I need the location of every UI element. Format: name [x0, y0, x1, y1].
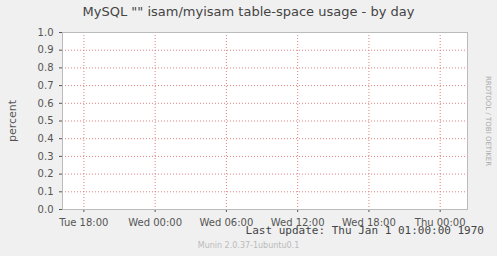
svg-text:Tue 18:00: Tue 18:00	[58, 217, 108, 228]
svg-text:0.8: 0.8	[38, 62, 54, 73]
svg-text:0.9: 0.9	[38, 44, 54, 55]
svg-text:0.2: 0.2	[38, 168, 54, 179]
svg-text:0.4: 0.4	[38, 133, 54, 144]
svg-text:0.1: 0.1	[38, 186, 54, 197]
svg-text:0.6: 0.6	[38, 98, 54, 109]
svg-text:Wed 00:00: Wed 00:00	[128, 217, 182, 228]
svg-text:0.3: 0.3	[38, 151, 54, 162]
svg-text:1.0: 1.0	[38, 27, 54, 38]
svg-text:0.5: 0.5	[38, 115, 54, 126]
svg-text:Wed 06:00: Wed 06:00	[199, 217, 253, 228]
svg-text:0.0: 0.0	[38, 204, 54, 215]
svg-text:0.7: 0.7	[38, 80, 54, 91]
